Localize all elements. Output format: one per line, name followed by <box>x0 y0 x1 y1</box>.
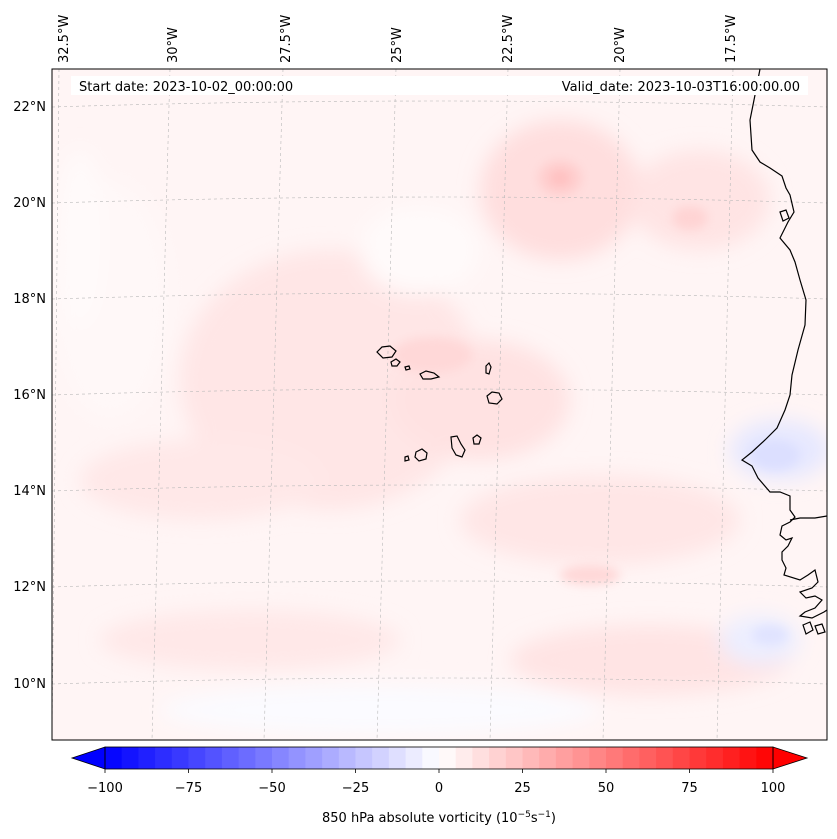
colorbar-tick-label: 50 <box>598 781 615 796</box>
colorbar-tick-label: 75 <box>681 781 698 796</box>
colorbar-cell <box>305 747 323 769</box>
colorbar-tick-label: −75 <box>175 781 202 796</box>
lon-label: 22.5°W <box>501 15 516 63</box>
colorbar-cell <box>272 747 290 769</box>
colorbar-cells <box>105 747 774 769</box>
colorbar-cell <box>505 747 524 769</box>
colorbar-cell <box>455 747 473 769</box>
colorbar-cell <box>121 747 139 769</box>
sao-vicente-island <box>390 358 401 367</box>
colorbar-tick-label: 25 <box>514 781 531 796</box>
map-frame <box>51 68 828 741</box>
colorbar-cell <box>756 747 774 769</box>
colorbar-cell <box>572 747 590 769</box>
maio-island <box>472 434 482 445</box>
colorbar-tick-label: 0 <box>435 781 443 796</box>
colorbar-max-extend <box>772 746 809 770</box>
latitude-labels: 22°N 20°N 18°N 16°N 14°N 12°N 10°N <box>13 100 46 692</box>
colorbar-tick-label: 100 <box>761 781 786 796</box>
lat-label: 14°N <box>13 484 46 499</box>
river-mouth-gambia <box>789 515 827 521</box>
colorbar-cell <box>539 747 557 769</box>
colorbar-cell <box>355 747 373 769</box>
colorbar-cell <box>155 747 173 769</box>
lat-label: 22°N <box>13 100 46 115</box>
colorbar-cell <box>672 747 691 769</box>
longitude-labels: 32.5°W 30°W 27.5°W 25°W 22.5°W 20°W 17.5… <box>57 15 739 63</box>
colorbar-tick-label: −100 <box>87 781 123 796</box>
colorbar-cell <box>372 747 390 769</box>
fogo-island <box>414 448 428 462</box>
start-date-text: Start date: 2023-10-02_00:00:00 <box>79 80 293 95</box>
lon-label: 20°W <box>613 27 628 63</box>
colorbar-cell <box>589 747 607 769</box>
lon-label: 27.5°W <box>279 15 294 63</box>
colorbar-cell <box>171 747 190 769</box>
colorbar-cell <box>338 747 357 769</box>
colorbar-cell <box>439 747 457 769</box>
african-coastline <box>740 69 827 619</box>
colorbar-cell <box>472 747 490 769</box>
colorbar-cell <box>138 747 156 769</box>
colorbar-cell <box>722 747 741 769</box>
colorbar-cell <box>405 747 423 769</box>
colorbar-cell <box>255 747 273 769</box>
colorbar-cell <box>606 747 624 769</box>
lat-label: 12°N <box>13 580 46 595</box>
colorbar: −100 −75 −50 −25 0 25 50 75 100 850 hPa … <box>70 746 809 826</box>
lon-label: 17.5°W <box>724 15 739 63</box>
colorbar-cell <box>622 747 640 769</box>
colorbar-cell <box>739 747 757 769</box>
colorbar-cell <box>522 747 540 769</box>
colorbar-cell <box>555 747 574 769</box>
colorbar-label: 850 hPa absolute vorticity (10−5s−1) <box>322 810 556 826</box>
graticule <box>52 69 827 740</box>
colorbar-cell <box>706 747 724 769</box>
info-box <box>71 76 808 95</box>
colorbar-cell <box>322 747 340 769</box>
coastal-islands-bissau <box>779 209 826 635</box>
lon-label: 32.5°W <box>57 15 72 63</box>
santo-antao-island <box>376 345 397 359</box>
boa-vista-island <box>486 391 503 405</box>
lat-label: 16°N <box>13 388 46 403</box>
colorbar-tick-label: −25 <box>342 781 369 796</box>
lon-label: 25°W <box>390 27 405 63</box>
colorbar-cell <box>489 747 507 769</box>
brava-island <box>404 455 410 462</box>
colorbar-tick-labels: −100 −75 −50 −25 0 25 50 75 100 <box>87 781 785 796</box>
lat-label: 20°N <box>13 196 46 211</box>
santiago-island <box>450 435 466 458</box>
lat-label: 10°N <box>13 677 46 692</box>
colorbar-tick-label: −50 <box>258 781 285 796</box>
lon-label: 30°W <box>166 27 181 63</box>
colorbar-cell <box>288 747 306 769</box>
valid-date-text: Valid_date: 2023-10-03T16:00:00.00 <box>562 80 800 95</box>
sal-island <box>485 361 492 375</box>
colorbar-cell <box>188 747 206 769</box>
vorticity-field <box>52 69 827 740</box>
colorbar-cell <box>689 747 707 769</box>
coastlines <box>376 69 827 635</box>
colorbar-cell <box>205 747 223 769</box>
lat-label: 18°N <box>13 292 46 307</box>
colorbar-ticks <box>104 769 774 773</box>
colorbar-cell <box>639 747 657 769</box>
colorbar-cell <box>238 747 256 769</box>
santa-luzia-island <box>404 365 411 371</box>
sao-nicolau-island <box>419 370 441 380</box>
colorbar-cell <box>422 747 440 769</box>
colorbar-min-extend <box>70 746 106 770</box>
colorbar-cell <box>388 747 407 769</box>
colorbar-cell <box>656 747 674 769</box>
colorbar-cell <box>221 747 240 769</box>
colorbar-cell <box>105 747 123 769</box>
